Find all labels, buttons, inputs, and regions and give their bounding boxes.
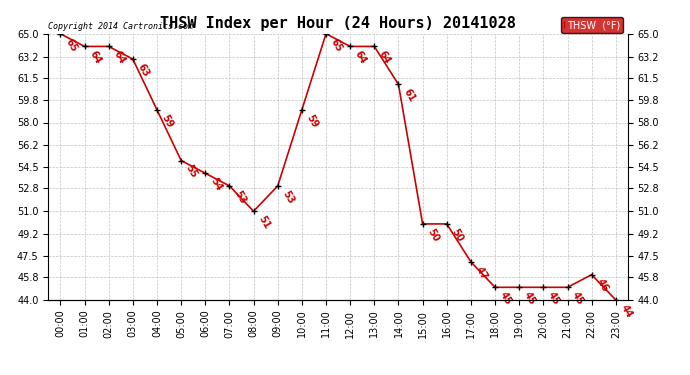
Text: 64: 64	[112, 49, 127, 66]
Text: 45: 45	[546, 290, 562, 307]
Title: THSW Index per Hour (24 Hours) 20141028: THSW Index per Hour (24 Hours) 20141028	[160, 16, 516, 31]
Text: 65: 65	[329, 36, 344, 53]
Legend: THSW  (°F): THSW (°F)	[561, 17, 623, 33]
Text: 46: 46	[595, 278, 610, 294]
Text: 45: 45	[498, 290, 513, 307]
Text: 63: 63	[136, 62, 151, 79]
Text: Copyright 2014 Cartronics.com: Copyright 2014 Cartronics.com	[48, 22, 193, 31]
Text: 65: 65	[63, 36, 79, 53]
Text: 45: 45	[522, 290, 538, 307]
Text: 45: 45	[571, 290, 586, 307]
Text: 64: 64	[377, 49, 393, 66]
Text: 51: 51	[257, 214, 272, 231]
Text: 50: 50	[450, 227, 465, 243]
Text: 64: 64	[88, 49, 103, 66]
Text: 59: 59	[305, 112, 320, 129]
Text: 53: 53	[281, 189, 296, 206]
Text: 54: 54	[208, 176, 224, 193]
Text: 53: 53	[233, 189, 248, 206]
Text: 47: 47	[474, 265, 489, 281]
Text: 59: 59	[160, 112, 175, 129]
Text: 61: 61	[402, 87, 417, 104]
Text: 64: 64	[353, 49, 368, 66]
Text: 50: 50	[426, 227, 441, 243]
Text: 55: 55	[184, 164, 199, 180]
Text: 44: 44	[619, 303, 634, 320]
